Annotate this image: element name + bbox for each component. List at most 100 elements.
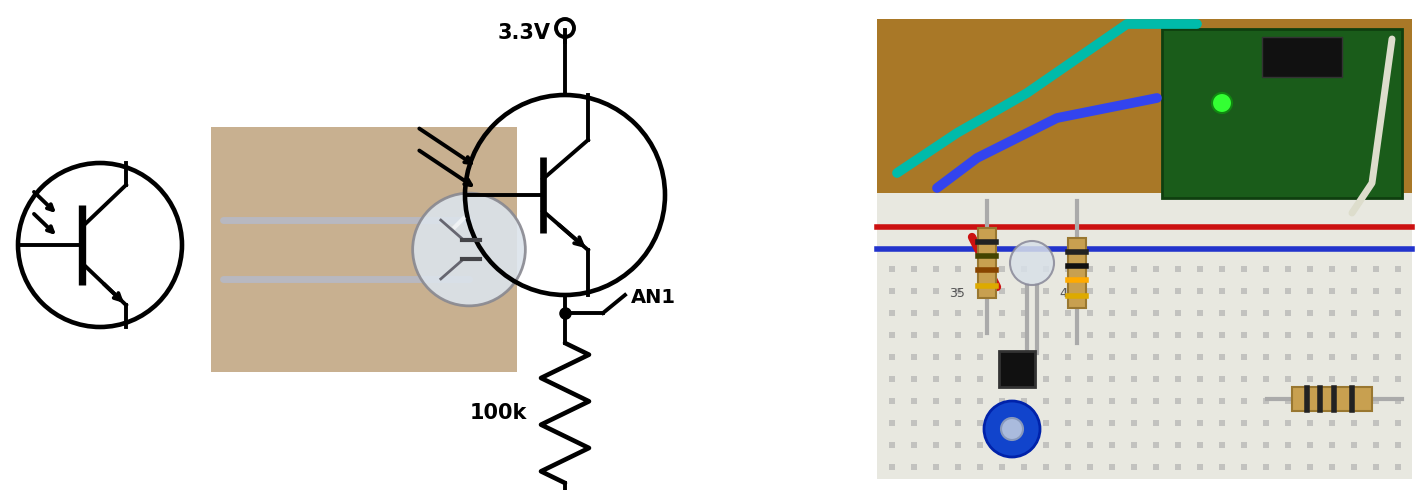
Bar (1396, 442, 1401, 448)
Bar (1020, 288, 1027, 294)
Bar (999, 442, 1005, 448)
Bar (1263, 332, 1269, 338)
Bar (1219, 376, 1224, 382)
Bar (1020, 398, 1027, 404)
Bar (1132, 332, 1137, 338)
Bar (1087, 442, 1093, 448)
Bar (999, 464, 1005, 470)
Bar (1043, 464, 1049, 470)
Bar (955, 420, 960, 426)
Bar (1329, 442, 1336, 448)
Bar (1307, 310, 1313, 316)
Bar (1373, 376, 1378, 382)
Text: 100k: 100k (469, 403, 527, 423)
Bar (955, 464, 960, 470)
Bar (1291, 387, 1371, 411)
Circle shape (412, 193, 525, 306)
Bar (1174, 398, 1182, 404)
Bar (955, 376, 960, 382)
Bar (1197, 442, 1203, 448)
Bar (1219, 398, 1224, 404)
Bar (999, 266, 1005, 272)
Bar (1241, 288, 1247, 294)
Bar (1351, 442, 1357, 448)
Bar (1373, 354, 1378, 360)
Bar (1197, 464, 1203, 470)
Bar (1087, 332, 1093, 338)
Bar (1174, 420, 1182, 426)
Bar (1153, 288, 1159, 294)
Bar (955, 266, 960, 272)
Bar (1020, 442, 1027, 448)
Bar (1109, 354, 1114, 360)
Bar (1284, 266, 1291, 272)
Bar (1219, 288, 1224, 294)
Bar (1153, 464, 1159, 470)
Bar (933, 442, 939, 448)
Bar (1261, 37, 1341, 77)
Bar (1065, 288, 1072, 294)
Bar (1132, 266, 1137, 272)
Bar (1043, 266, 1049, 272)
Bar (910, 266, 918, 272)
Bar (910, 288, 918, 294)
Bar (1396, 398, 1401, 404)
Bar (1284, 376, 1291, 382)
Bar (1373, 266, 1378, 272)
Bar (1307, 288, 1313, 294)
Bar (1219, 442, 1224, 448)
Bar (889, 288, 895, 294)
Bar (1174, 376, 1182, 382)
Text: 35: 35 (949, 287, 965, 300)
Bar (1153, 354, 1159, 360)
Bar (1109, 442, 1114, 448)
Bar (1174, 288, 1182, 294)
Bar (1241, 310, 1247, 316)
Bar (1219, 266, 1224, 272)
Bar (889, 442, 895, 448)
Bar (977, 266, 983, 272)
Bar (933, 420, 939, 426)
Bar (1197, 310, 1203, 316)
Bar (878, 19, 1411, 479)
Bar (1065, 354, 1072, 360)
Bar (977, 442, 983, 448)
Bar (1162, 29, 1401, 198)
Bar (1284, 420, 1291, 426)
Bar (1020, 420, 1027, 426)
Bar (1043, 420, 1049, 426)
Bar (1307, 398, 1313, 404)
Bar (1043, 354, 1049, 360)
Bar (933, 464, 939, 470)
Bar (1153, 420, 1159, 426)
Circle shape (1000, 418, 1023, 440)
Bar (1065, 376, 1072, 382)
Bar (955, 332, 960, 338)
Bar (1174, 310, 1182, 316)
Bar (1153, 266, 1159, 272)
Bar (1065, 398, 1072, 404)
Bar (878, 193, 1411, 479)
Bar (977, 310, 983, 316)
Bar (1351, 266, 1357, 272)
Bar (1241, 398, 1247, 404)
Bar (1241, 442, 1247, 448)
Bar (1307, 420, 1313, 426)
Text: 3.3V: 3.3V (498, 23, 551, 43)
Bar (1329, 310, 1336, 316)
Bar (977, 288, 983, 294)
Bar (1307, 464, 1313, 470)
Bar (1307, 376, 1313, 382)
Bar (955, 310, 960, 316)
Bar (1043, 442, 1049, 448)
Bar (977, 420, 983, 426)
Bar (999, 351, 1035, 387)
Bar (1132, 310, 1137, 316)
Bar (1373, 288, 1378, 294)
Bar (1307, 266, 1313, 272)
Bar (1329, 464, 1336, 470)
Bar (1284, 442, 1291, 448)
Bar (1197, 398, 1203, 404)
Circle shape (1212, 93, 1232, 113)
Bar (1351, 464, 1357, 470)
